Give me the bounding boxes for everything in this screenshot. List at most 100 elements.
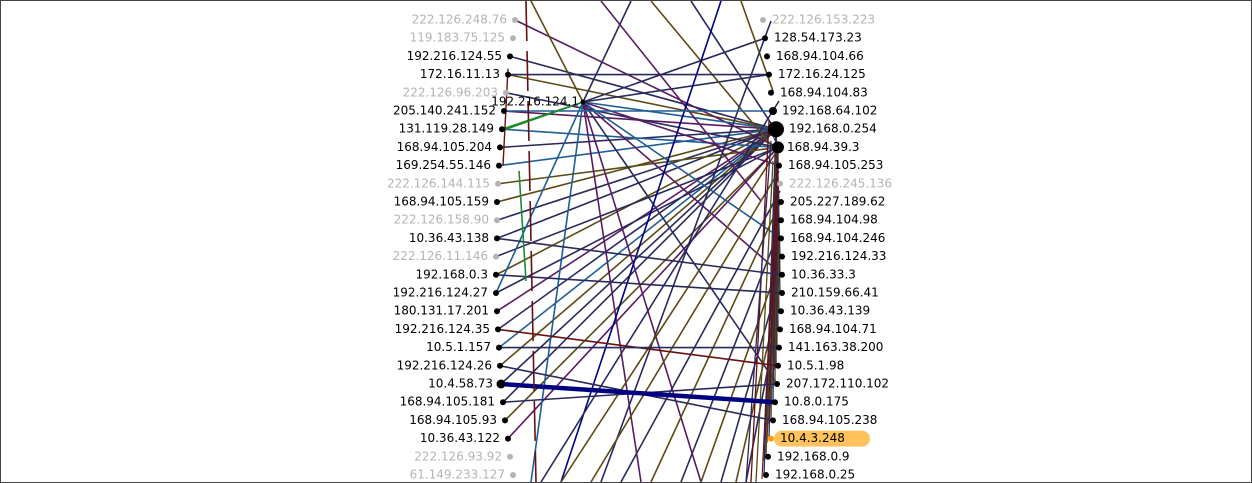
host-node-left[interactable] — [510, 35, 516, 42]
host-label-left[interactable]: 172.16.11.13 — [420, 67, 500, 81]
host-label-left[interactable]: 192.216.124.35 — [395, 322, 490, 336]
highlight-pill[interactable] — [774, 430, 870, 447]
host-label-left[interactable]: 222.126.248.76 — [412, 13, 507, 27]
host-label-right[interactable]: 141.163.38.200 — [788, 340, 883, 354]
host-label-left[interactable]: 222.126.144.115 — [387, 176, 490, 190]
host-label-right[interactable]: 192.168.0.254 — [789, 122, 877, 136]
host-label-right[interactable]: 222.126.153.223 — [772, 13, 875, 27]
host-label-right[interactable]: 168.94.104.71 — [789, 322, 877, 336]
host-node-left[interactable] — [512, 17, 518, 23]
host-node-right[interactable] — [766, 71, 772, 78]
host-label-right[interactable]: 192.168.0.9 — [777, 449, 850, 463]
host-node-right[interactable] — [768, 121, 784, 138]
host-label-left[interactable]: 169.254.55.146 — [396, 158, 491, 172]
host-node-left[interactable] — [507, 453, 513, 460]
host-label-right[interactable]: 192.168.0.25 — [775, 468, 855, 482]
host-label-right[interactable]: 207.172.110.102 — [786, 377, 889, 391]
host-node-left[interactable] — [494, 235, 500, 242]
host-label-right[interactable]: 10.8.0.175 — [784, 395, 849, 409]
host-node-left[interactable] — [494, 308, 500, 315]
host-label-left[interactable]: 222.126.11.146 — [393, 249, 488, 263]
host-label-left[interactable]: 168.94.105.93 — [409, 413, 497, 427]
host-label-left[interactable]: 168.94.105.159 — [394, 195, 489, 209]
host-node-left[interactable] — [505, 435, 511, 442]
hub-node[interactable] — [580, 99, 586, 105]
host-label-left[interactable]: 10.36.43.138 — [409, 231, 489, 245]
host-node-left[interactable] — [503, 89, 509, 96]
host-label-right[interactable]: 10.36.43.139 — [790, 304, 870, 318]
host-label-left[interactable]: 222.126.158.90 — [394, 213, 489, 227]
host-label-right[interactable]: 10.5.1.98 — [787, 358, 844, 372]
host-label-left[interactable]: 10.5.1.157 — [426, 340, 491, 354]
host-node-right[interactable] — [768, 435, 774, 442]
host-label-right[interactable]: 168.94.105.238 — [782, 413, 877, 427]
host-label-right[interactable]: 168.94.105.253 — [788, 158, 883, 172]
host-label-right[interactable]: 168.94.104.66 — [776, 49, 864, 63]
host-node-right[interactable] — [760, 17, 766, 23]
host-label-left[interactable]: 168.94.105.204 — [397, 140, 492, 154]
host-node-left[interactable] — [495, 326, 501, 333]
host-node-right[interactable] — [763, 472, 769, 478]
host-node-left[interactable] — [495, 180, 501, 187]
host-node-right[interactable] — [779, 253, 785, 260]
host-node-right[interactable] — [777, 326, 783, 333]
host-node-right[interactable] — [776, 162, 782, 169]
host-label-right[interactable]: 168.94.39.3 — [787, 140, 860, 154]
host-label-right[interactable]: 168.94.104.98 — [790, 213, 878, 227]
host-node-right[interactable] — [778, 199, 784, 205]
hub-label[interactable]: 192.216.124.1 — [491, 95, 579, 109]
host-label-left[interactable]: 10.36.43.122 — [420, 431, 500, 445]
host-node-right[interactable] — [777, 180, 783, 187]
host-node-left[interactable] — [493, 271, 499, 278]
host-node-left[interactable] — [500, 399, 506, 406]
host-label-left[interactable]: 205.140.241.152 — [393, 104, 496, 118]
host-label-right[interactable]: 222.126.245.136 — [789, 176, 892, 190]
host-node-right[interactable] — [774, 381, 780, 387]
host-label-right[interactable]: 210.159.66.41 — [791, 286, 879, 300]
host-node-right[interactable] — [772, 141, 784, 154]
host-label-left[interactable]: 131.119.28.149 — [399, 122, 494, 136]
host-node-right[interactable] — [778, 308, 784, 315]
host-node-left[interactable] — [494, 199, 500, 205]
host-node-right[interactable] — [772, 399, 778, 406]
host-node-right[interactable] — [768, 89, 774, 96]
host-node-right[interactable] — [764, 53, 770, 60]
host-label-left[interactable]: 119.183.75.125 — [410, 31, 505, 45]
host-label-right-highlighted[interactable]: 10.4.3.248 — [780, 431, 845, 445]
host-label-left[interactable]: 192.216.124.26 — [397, 358, 492, 372]
host-node-right[interactable] — [779, 271, 785, 278]
host-node-left[interactable] — [493, 290, 499, 296]
host-label-right[interactable]: 192.168.64.102 — [782, 104, 877, 118]
host-label-left[interactable]: 61.149.233.127 — [410, 468, 505, 482]
host-node-right[interactable] — [765, 453, 771, 460]
host-node-left[interactable] — [505, 71, 511, 78]
host-label-left[interactable]: 192.168.0.3 — [415, 267, 488, 281]
host-label-right[interactable]: 205.227.189.62 — [790, 195, 885, 209]
host-node-right[interactable] — [769, 107, 777, 115]
host-label-left[interactable]: 10.4.58.73 — [428, 377, 493, 391]
host-node-right[interactable] — [762, 35, 768, 42]
host-node-left[interactable] — [510, 472, 516, 478]
host-node-right[interactable] — [776, 344, 782, 351]
host-label-right[interactable]: 192.216.124.33 — [791, 249, 886, 263]
host-node-left[interactable] — [493, 253, 499, 260]
host-label-right[interactable]: 168.94.104.246 — [790, 231, 885, 245]
host-node-right[interactable] — [775, 362, 781, 369]
host-node-right[interactable] — [778, 235, 784, 242]
host-label-right[interactable]: 10.36.33.3 — [791, 267, 856, 281]
host-label-right[interactable]: 172.16.24.125 — [778, 67, 866, 81]
host-node-left[interactable] — [496, 162, 502, 169]
host-node-left[interactable] — [502, 417, 508, 424]
host-label-left[interactable]: 222.126.96.203 — [403, 85, 498, 99]
host-node-right[interactable] — [779, 290, 785, 296]
host-label-left[interactable]: 192.216.124.27 — [393, 286, 488, 300]
host-node-left[interactable] — [496, 379, 506, 389]
host-node-left[interactable] — [501, 108, 507, 114]
host-label-left[interactable]: 192.216.124.55 — [407, 49, 502, 63]
host-node-left[interactable] — [497, 362, 503, 369]
host-label-right[interactable]: 168.94.104.83 — [780, 85, 868, 99]
host-node-left[interactable] — [499, 126, 505, 133]
host-label-left[interactable]: 180.131.17.201 — [394, 304, 489, 318]
host-node-right[interactable] — [778, 217, 784, 224]
host-node-left[interactable] — [497, 144, 503, 151]
